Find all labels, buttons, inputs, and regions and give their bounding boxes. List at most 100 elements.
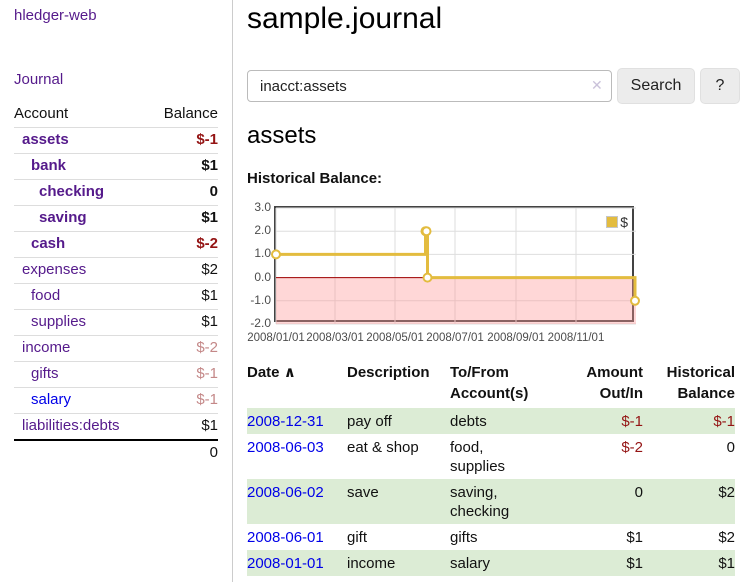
- search-help-button[interactable]: ?: [700, 68, 740, 104]
- column-header-accounts: To/From Account(s): [450, 364, 529, 402]
- x-axis-tick: 2008/11/01: [547, 332, 605, 344]
- transaction-accounts: gifts: [450, 529, 478, 546]
- account-link-checking[interactable]: checking: [39, 183, 105, 200]
- transaction-amount: $1: [626, 529, 643, 546]
- legend-series-label: $: [620, 214, 628, 230]
- account-balance: $1: [148, 283, 218, 310]
- accounts-header-account: Account: [14, 103, 149, 128]
- chart-legend: $: [606, 214, 628, 230]
- transaction-date-link[interactable]: 2008-06-02: [247, 484, 324, 501]
- app-brand-link[interactable]: hledger-web: [14, 7, 97, 24]
- accounts-total-row: 0: [14, 439, 218, 466]
- y-axis-tick: 3.0: [254, 200, 271, 214]
- transactions-table: Date ∧ Description To/From Account(s) Am…: [247, 362, 735, 576]
- accounts-total-balance: 0: [148, 439, 218, 466]
- x-axis-tick: 2008/03/01: [306, 332, 364, 344]
- account-link-saving[interactable]: saving: [39, 209, 87, 226]
- account-row: saving $1: [14, 205, 218, 232]
- transaction-balance: $1: [718, 555, 735, 572]
- y-axis-tick: 0.0: [254, 269, 271, 284]
- account-balance: $1: [148, 309, 218, 336]
- account-balance: $-2: [148, 335, 218, 362]
- account-balance: $1: [148, 413, 218, 440]
- transaction-accounts: debts: [450, 413, 487, 430]
- account-row: gifts $-1: [14, 361, 218, 388]
- transaction-description: income: [347, 555, 396, 572]
- transaction-date-link[interactable]: 2008-06-01: [247, 529, 324, 546]
- search-button[interactable]: Search: [617, 68, 695, 104]
- transaction-description: save: [347, 484, 379, 501]
- account-balance: $-1: [148, 361, 218, 388]
- sidebar-item-journal[interactable]: Journal: [14, 71, 64, 88]
- account-balance: $-2: [148, 231, 218, 258]
- x-axis-tick: 2008/01/01: [247, 332, 305, 344]
- chart-canvas: [271, 207, 640, 325]
- account-row: bank $1: [14, 153, 218, 180]
- search-input[interactable]: [247, 70, 612, 102]
- series-color-swatch-icon: [606, 216, 619, 228]
- account-balance: $-1: [148, 387, 218, 414]
- account-link-gifts[interactable]: gifts: [31, 365, 59, 382]
- transaction-date-link[interactable]: 2008-12-31: [247, 413, 324, 430]
- transactions-header-row: Date ∧ Description To/From Account(s) Am…: [247, 362, 735, 408]
- column-header-balance: Historical Balance: [666, 364, 735, 402]
- transaction-balance: $-1: [713, 413, 735, 430]
- transaction-amount: $1: [626, 555, 643, 572]
- transaction-balance: $2: [718, 484, 735, 501]
- account-link-expenses[interactable]: expenses: [22, 261, 87, 278]
- column-header-description: Description: [347, 364, 430, 381]
- transaction-amount: 0: [634, 484, 643, 501]
- account-link-income[interactable]: income: [22, 339, 71, 356]
- account-row: food $1: [14, 283, 218, 310]
- transaction-description: eat & shop: [347, 439, 419, 456]
- account-balance: 0: [148, 179, 218, 206]
- x-axis-tick: 2008/07/01: [426, 332, 484, 344]
- account-row: supplies $1: [14, 309, 218, 336]
- y-axis-tick: -1.0: [250, 292, 271, 307]
- sort-ascending-icon: ∧: [283, 364, 296, 381]
- y-axis-tick: 2.0: [254, 223, 271, 238]
- transaction-date-link[interactable]: 2008-06-03: [247, 439, 324, 456]
- account-heading: assets: [247, 122, 317, 149]
- account-row: assets $-1: [14, 128, 218, 154]
- y-axis-tick: 1.0: [254, 246, 271, 261]
- account-balance: $-1: [196, 131, 218, 148]
- account-link-supplies[interactable]: supplies: [31, 313, 87, 330]
- accounts-table: Account Balance assets $-1 bank $1 check…: [14, 103, 218, 466]
- transaction-amount: $-1: [621, 413, 643, 430]
- transaction-date-link[interactable]: 2008-01-01: [247, 555, 324, 572]
- account-row: salary $-1: [14, 387, 218, 414]
- y-axis-tick: -2.0: [250, 316, 271, 330]
- transaction-balance: $2: [718, 529, 735, 546]
- sidebar: hledger-web Journal Account Balance asse…: [0, 0, 233, 582]
- account-link-assets[interactable]: assets: [22, 131, 69, 148]
- account-row: cash $-2: [14, 231, 218, 258]
- accounts-header-balance: Balance: [148, 103, 218, 128]
- account-link-cash[interactable]: cash: [31, 235, 66, 252]
- clear-search-icon[interactable]: ✕: [591, 77, 603, 93]
- chart-plot: $: [271, 206, 640, 325]
- account-link-bank[interactable]: bank: [31, 157, 67, 174]
- account-link-liabilities-debts[interactable]: liabilities:debts: [22, 417, 120, 434]
- account-row: liabilities:debts $1: [14, 413, 218, 440]
- transaction-row: 2008-01-01 income salary $1 $1: [247, 550, 735, 576]
- transaction-row: 2008-06-01 gift gifts $1 $2: [247, 524, 735, 550]
- account-balance: $2: [148, 257, 218, 284]
- transaction-accounts: food, supplies: [450, 439, 506, 475]
- page-title: sample.journal: [247, 2, 443, 35]
- account-balance: $1: [148, 205, 218, 232]
- account-row: checking 0: [14, 179, 218, 206]
- transaction-balance: 0: [726, 439, 735, 456]
- x-axis-tick: 2008/09/01: [487, 332, 545, 344]
- transaction-row: 2008-06-03 eat & shop food, supplies $-2…: [247, 434, 735, 479]
- account-link-salary[interactable]: salary: [31, 391, 72, 408]
- chart-title-label: Historical Balance:: [247, 170, 383, 187]
- transaction-row: 2008-12-31 pay off debts $-1 $-1: [247, 408, 735, 434]
- account-row: expenses $2: [14, 257, 218, 284]
- account-link-food[interactable]: food: [31, 287, 61, 304]
- transaction-accounts: saving, checking: [450, 484, 510, 520]
- x-axis-tick: 2008/05/01: [366, 332, 424, 344]
- transaction-row: 2008-06-02 save saving, checking 0 $2: [247, 479, 735, 524]
- transaction-description: gift: [347, 529, 368, 546]
- column-header-date[interactable]: Date ∧: [247, 362, 347, 408]
